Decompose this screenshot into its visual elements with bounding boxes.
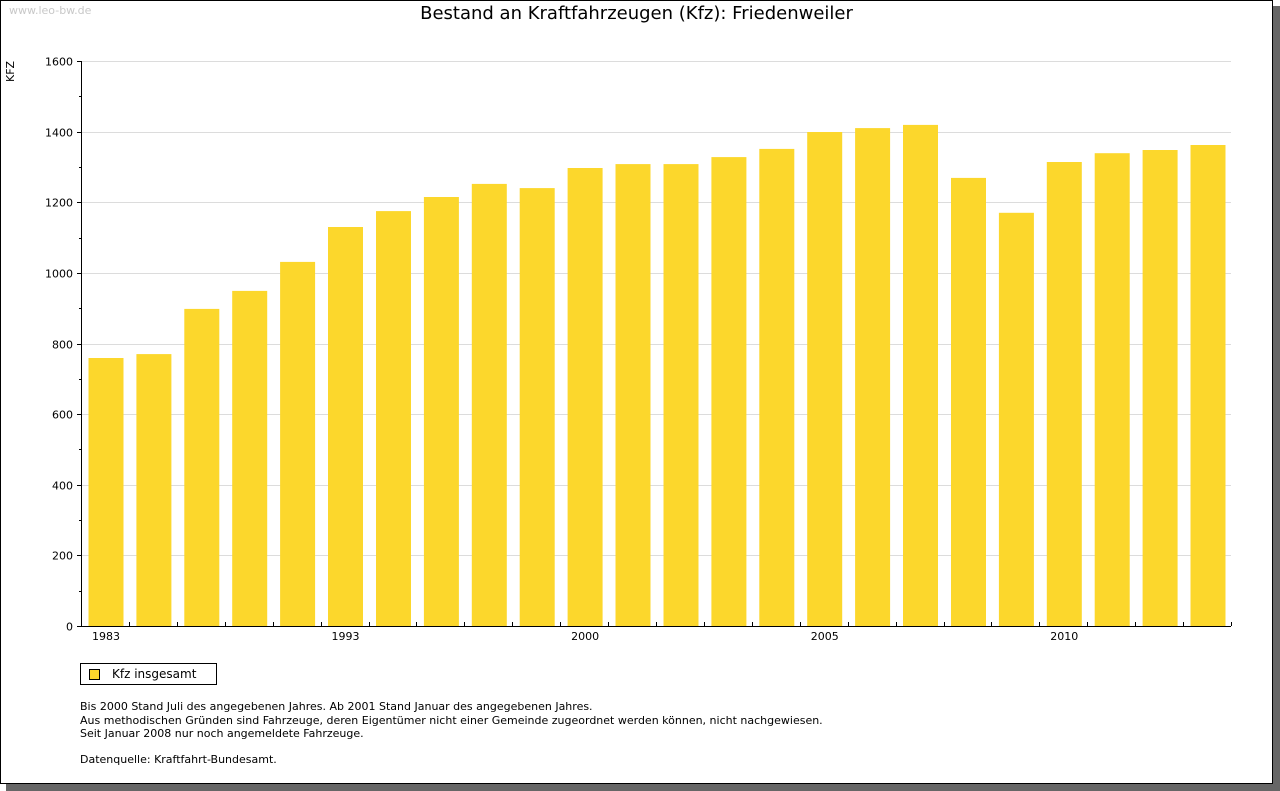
- bar: [567, 168, 603, 626]
- bar: [1094, 153, 1130, 626]
- bar: [663, 164, 699, 626]
- x-tick-label: 2000: [571, 630, 599, 643]
- y-tick-labels: 0 200 400 600 800 1000 1200 1400 1600: [45, 56, 73, 634]
- bar: [280, 261, 316, 626]
- legend: Kfz insgesamt: [80, 663, 217, 685]
- bar: [1046, 162, 1082, 626]
- chart-title: Bestand an Kraftfahrzeugen (Kfz): Friede…: [420, 3, 853, 24]
- y-tick-label: 400: [52, 480, 73, 493]
- footnote-line: Aus methodischen Gründen sind Fahrzeuge,…: [80, 713, 823, 727]
- bar: [855, 128, 891, 626]
- bar: [88, 358, 124, 626]
- bar: [376, 211, 411, 626]
- y-tick-label: 200: [52, 550, 73, 563]
- bar: [232, 290, 268, 626]
- bar-chart: 0 200 400 600 800 1000 1200 1400 1600 1983 1993 20…: [45, 56, 1232, 643]
- bar: [615, 164, 651, 626]
- x-tick-label: 1983: [92, 630, 120, 643]
- footnote-line: Seit Januar 2008 nur noch angemeldete Fa…: [80, 727, 364, 740]
- bars: [88, 124, 1226, 627]
- bar: [711, 157, 747, 626]
- bar: [423, 197, 459, 626]
- legend-swatch: [89, 668, 100, 680]
- footnotes: Bis 2000 Stand Juli des angegebenen Jahr…: [80, 700, 823, 741]
- y-tick-label: 0: [66, 621, 73, 634]
- bar: [184, 308, 220, 626]
- footnote-line: Bis 2000 Stand Juli des angegebenen Jahr…: [80, 700, 593, 713]
- y-tick-label: 1400: [45, 127, 73, 140]
- bar: [807, 132, 843, 626]
- y-tick-label: 800: [52, 339, 73, 352]
- x-tick-labels: 1983 1993 2000 2005 2010: [92, 630, 1078, 643]
- x-tick-label: 1993: [332, 630, 360, 643]
- bar: [136, 354, 172, 626]
- legend-label: Kfz insgesamt: [112, 667, 197, 681]
- bar: [519, 188, 555, 626]
- bar: [903, 124, 938, 627]
- data-source: Datenquelle: Kraftfahrt-Bundesamt.: [80, 753, 277, 766]
- watermark: www.leo-bw.de: [9, 4, 92, 17]
- bar: [998, 212, 1034, 627]
- bar: [759, 148, 795, 626]
- x-tick-label: 2010: [1050, 630, 1078, 643]
- y-tick-label: 600: [52, 409, 73, 422]
- bar: [471, 183, 507, 626]
- y-tick-label: 1000: [45, 268, 73, 281]
- gridlines: [81, 61, 1231, 556]
- axes: [77, 61, 1232, 627]
- y-tick-label: 1600: [45, 56, 73, 69]
- bar: [1190, 145, 1226, 626]
- bar: [951, 177, 986, 626]
- bar: [328, 227, 363, 626]
- x-tick-label: 2005: [811, 630, 839, 643]
- y-tick-label: 1200: [45, 197, 73, 210]
- bar: [1142, 150, 1178, 626]
